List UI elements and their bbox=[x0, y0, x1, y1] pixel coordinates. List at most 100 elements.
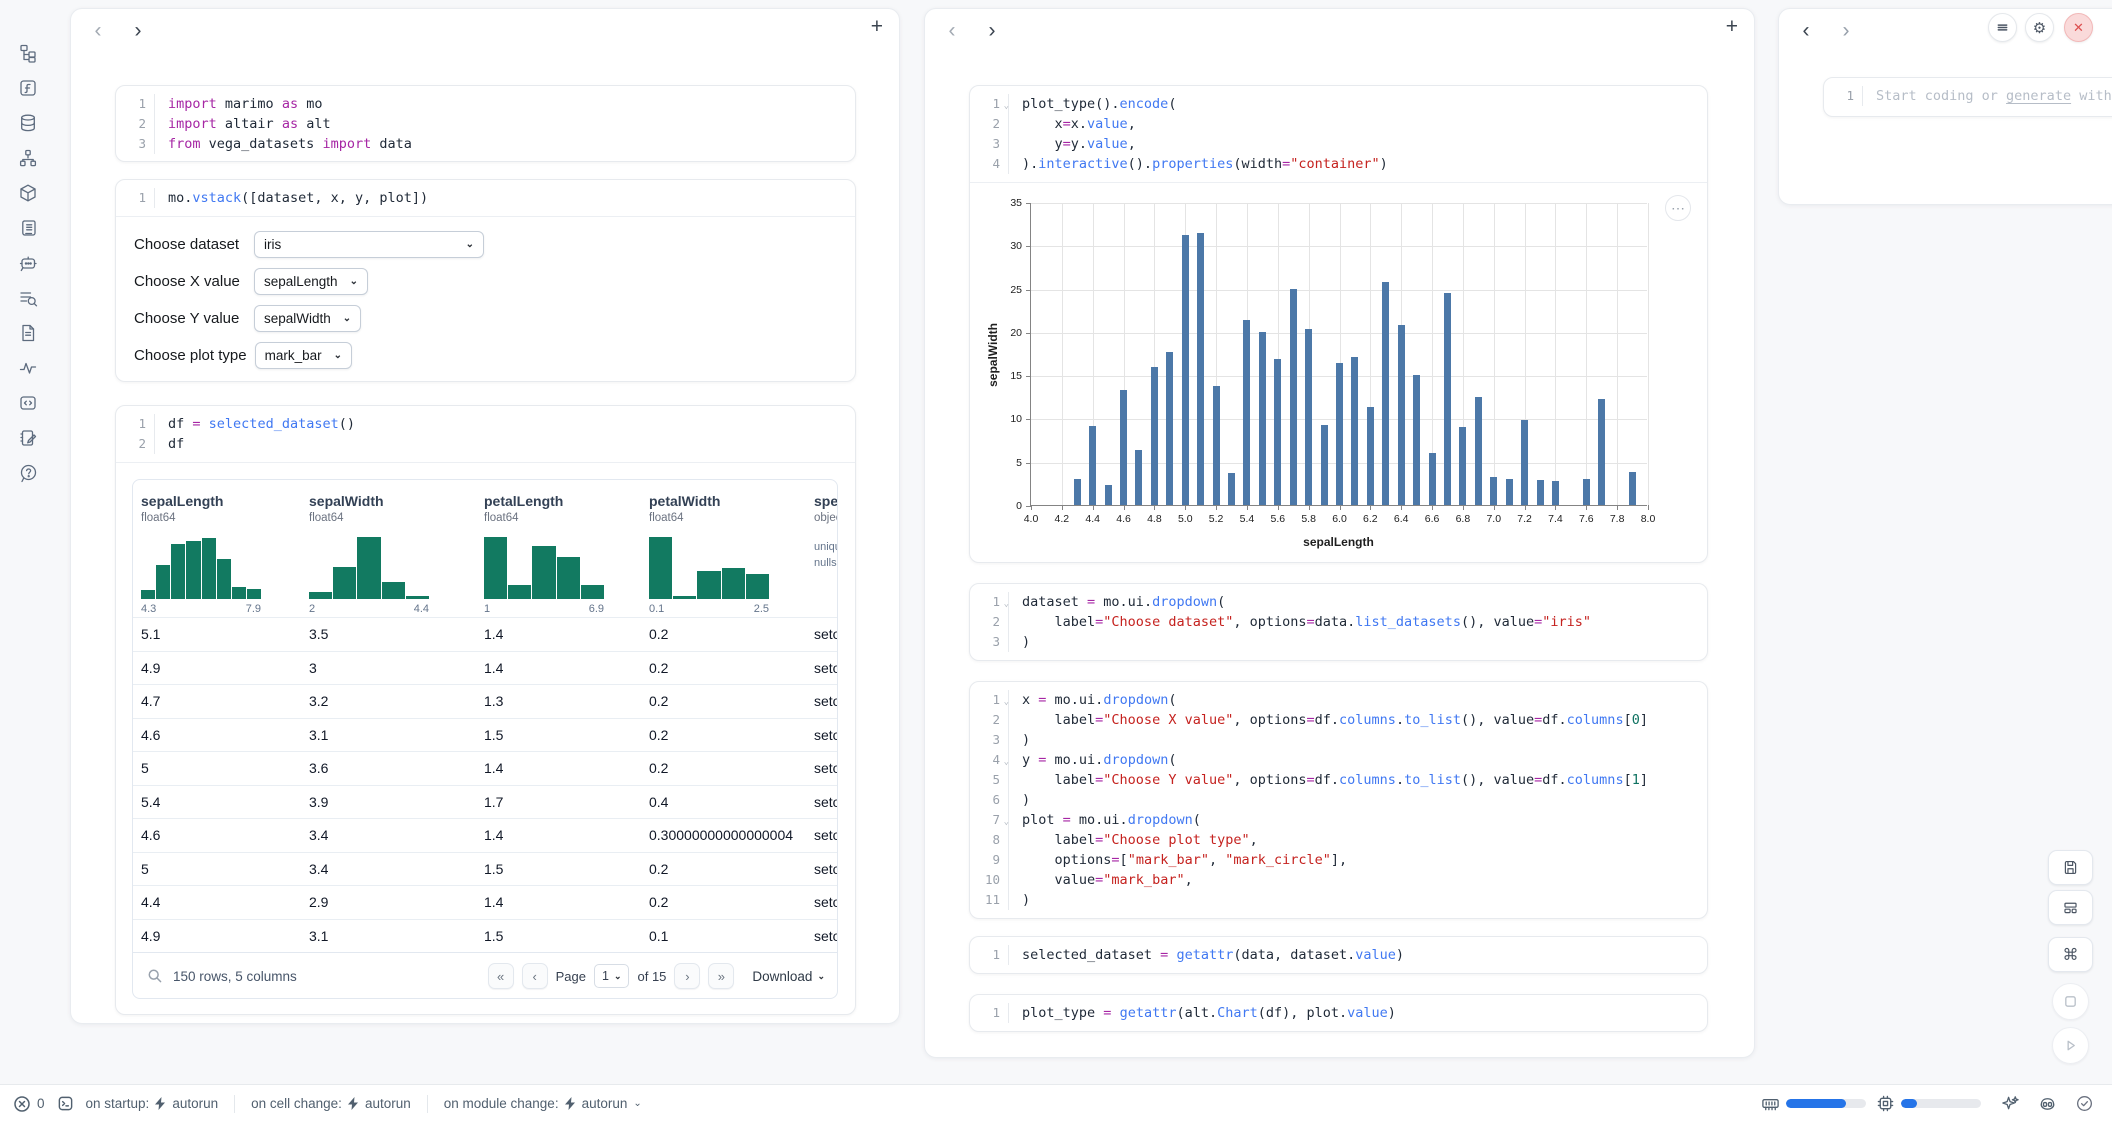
cell-value: setosa bbox=[806, 618, 838, 651]
ai-sparkles-icon[interactable] bbox=[2001, 1094, 2020, 1113]
add-cell-button[interactable]: + bbox=[871, 15, 883, 39]
x-tick-label: 6.2 bbox=[1363, 513, 1378, 525]
add-cell-button[interactable]: + bbox=[1726, 15, 1738, 39]
dependency-graph-icon[interactable] bbox=[17, 147, 39, 169]
code-editor[interactable]: 1mo.vstack([dataset, x, y, plot]) bbox=[116, 180, 855, 216]
connection-status-icon[interactable] bbox=[2075, 1094, 2094, 1113]
code-editor[interactable]: 1plot_type = getattr(alt.Chart(df), plot… bbox=[970, 995, 1707, 1031]
fold-icon[interactable]: ⌄ bbox=[1004, 96, 1009, 116]
choose-dataset-select[interactable]: iris⌄ bbox=[254, 231, 484, 258]
column-next-button[interactable]: › bbox=[125, 17, 151, 45]
datasources-icon[interactable] bbox=[17, 112, 39, 134]
column-header[interactable]: speciesobjectuniquenulls: bbox=[806, 480, 838, 617]
fold-icon[interactable]: ⌄ bbox=[1004, 594, 1009, 614]
choose-y-value-select[interactable]: sepalWidth⌄ bbox=[254, 305, 361, 332]
documentation-icon[interactable] bbox=[17, 217, 39, 239]
close-icon: ✕ bbox=[2073, 20, 2084, 36]
x-tick-label: 4.8 bbox=[1147, 513, 1162, 525]
fold-icon[interactable]: ⌄ bbox=[1004, 752, 1009, 772]
download-button[interactable]: Download ⌄ bbox=[752, 969, 825, 984]
choose-x-value-select[interactable]: sepalLength⌄ bbox=[254, 268, 368, 295]
on-cell-change-toggle[interactable]: on cell change:autorun bbox=[251, 1096, 411, 1111]
altair-bar-chart[interactable]: 4.04.24.44.64.85.05.25.45.65.86.06.26.46… bbox=[1030, 203, 1647, 506]
column-prev-button[interactable]: ‹ bbox=[85, 17, 111, 45]
status-bar: 0 on startup:autorun on cell change:auto… bbox=[0, 1084, 2112, 1122]
cell-value: 1.5 bbox=[476, 853, 641, 886]
column-header[interactable]: petalLengthfloat6416.9 bbox=[476, 480, 641, 617]
code-editor[interactable]: 1⌄dataset = mo.ui.dropdown(2 label="Choo… bbox=[970, 584, 1707, 660]
packages-icon[interactable] bbox=[17, 182, 39, 204]
lightning-bolt-icon bbox=[565, 1097, 576, 1110]
page-label: Page bbox=[556, 969, 586, 984]
autorun-value: autorun bbox=[365, 1096, 411, 1111]
bar bbox=[1290, 289, 1297, 505]
code-editor[interactable]: 1df = selected_dataset()2df bbox=[116, 406, 855, 462]
histogram-bar bbox=[673, 596, 696, 599]
next-page-button[interactable]: › bbox=[674, 963, 700, 989]
menu-button[interactable] bbox=[1988, 13, 2017, 42]
hamburger-icon bbox=[1996, 21, 2009, 34]
x-tick bbox=[1340, 505, 1341, 510]
choose-plot-type-select[interactable]: mark_bar⌄ bbox=[255, 342, 352, 369]
search-icon[interactable] bbox=[147, 968, 163, 984]
first-page-button[interactable]: « bbox=[488, 963, 514, 989]
selected-dataset-cell: 1selected_dataset = getattr(data, datase… bbox=[969, 936, 1708, 974]
logs-icon[interactable] bbox=[17, 287, 39, 309]
keyboard-shortcuts-button[interactable]: ⌘ bbox=[2048, 937, 2093, 972]
errors-indicator[interactable]: 0 bbox=[13, 1095, 45, 1113]
column-header[interactable]: petalWidthfloat640.12.5 bbox=[641, 480, 806, 617]
code-editor[interactable]: 1Start coding or generate with bbox=[1824, 78, 2112, 114]
terminal-button[interactable] bbox=[57, 1095, 74, 1112]
code-editor[interactable]: 1selected_dataset = getattr(data, datase… bbox=[970, 937, 1707, 973]
column-header[interactable]: sepalWidthfloat6424.4 bbox=[301, 480, 476, 617]
tracing-icon[interactable] bbox=[17, 357, 39, 379]
shutdown-button[interactable]: ✕ bbox=[2064, 13, 2093, 42]
on-startup-toggle[interactable]: on startup:autorun bbox=[86, 1096, 219, 1111]
range-max: 7.9 bbox=[246, 603, 261, 615]
table-row: 53.61.40.2setosa bbox=[133, 751, 837, 785]
cell-value: setosa bbox=[806, 685, 838, 718]
ai-chat-icon[interactable] bbox=[17, 252, 39, 274]
layout-button[interactable] bbox=[2048, 890, 2093, 925]
settings-button[interactable]: ⚙ bbox=[2025, 13, 2054, 42]
histogram-range: 4.37.9 bbox=[141, 603, 261, 615]
y-tick-label: 0 bbox=[1016, 500, 1022, 512]
cell-value: 1.3 bbox=[476, 685, 641, 718]
x-tick-label: 6.8 bbox=[1456, 513, 1471, 525]
snippets-icon[interactable] bbox=[17, 322, 39, 344]
dropdown-label: Choose plot type bbox=[134, 347, 247, 364]
cell-value: 0.2 bbox=[641, 652, 806, 685]
code-editor[interactable]: 1⌄x = mo.ui.dropdown(2 label="Choose X v… bbox=[970, 682, 1707, 918]
scratchpad-icon[interactable] bbox=[17, 427, 39, 449]
chart-actions-button[interactable]: ⋯ bbox=[1665, 195, 1691, 221]
cell-value: 0.2 bbox=[641, 752, 806, 785]
help-icon[interactable] bbox=[17, 462, 39, 484]
column-next-button[interactable]: › bbox=[979, 17, 1005, 45]
cell-value: setosa bbox=[806, 786, 838, 819]
fold-icon[interactable]: ⌄ bbox=[1004, 812, 1009, 832]
file-explorer-icon[interactable] bbox=[17, 42, 39, 64]
x-tick bbox=[1401, 505, 1402, 510]
on-module-change-toggle[interactable]: on module change:autorun⌄ bbox=[444, 1096, 642, 1111]
copilot-icon[interactable] bbox=[2038, 1094, 2057, 1113]
last-page-button[interactable]: » bbox=[708, 963, 734, 989]
column-prev-button[interactable]: ‹ bbox=[939, 17, 965, 45]
x-tick bbox=[1463, 505, 1464, 510]
stop-button[interactable] bbox=[2052, 983, 2089, 1020]
column-prev-button[interactable]: ‹ bbox=[1793, 17, 1819, 45]
run-button[interactable] bbox=[2052, 1027, 2089, 1064]
fold-icon[interactable]: ⌄ bbox=[1004, 692, 1009, 712]
code-editor[interactable]: 1import marimo as mo2import altair as al… bbox=[116, 86, 855, 162]
column-header[interactable]: sepalLengthfloat644.37.9 bbox=[133, 480, 301, 617]
page-select[interactable]: 1 ⌄ bbox=[594, 964, 630, 988]
outline-icon[interactable] bbox=[17, 392, 39, 414]
code-editor[interactable]: 1⌄plot_type().encode(2 x=x.value,3 y=y.v… bbox=[970, 86, 1707, 182]
save-button[interactable] bbox=[2048, 850, 2093, 885]
column-next-button[interactable]: › bbox=[1833, 17, 1859, 45]
code-line: 1mo.vstack([dataset, x, y, plot]) bbox=[116, 188, 855, 208]
functions-icon[interactable] bbox=[17, 77, 39, 99]
prev-page-button[interactable]: ‹ bbox=[522, 963, 548, 989]
code-line: 5 label="Choose Y value", options=df.col… bbox=[970, 770, 1707, 790]
histogram-bar bbox=[217, 559, 231, 599]
cell-value: 1.5 bbox=[476, 719, 641, 752]
